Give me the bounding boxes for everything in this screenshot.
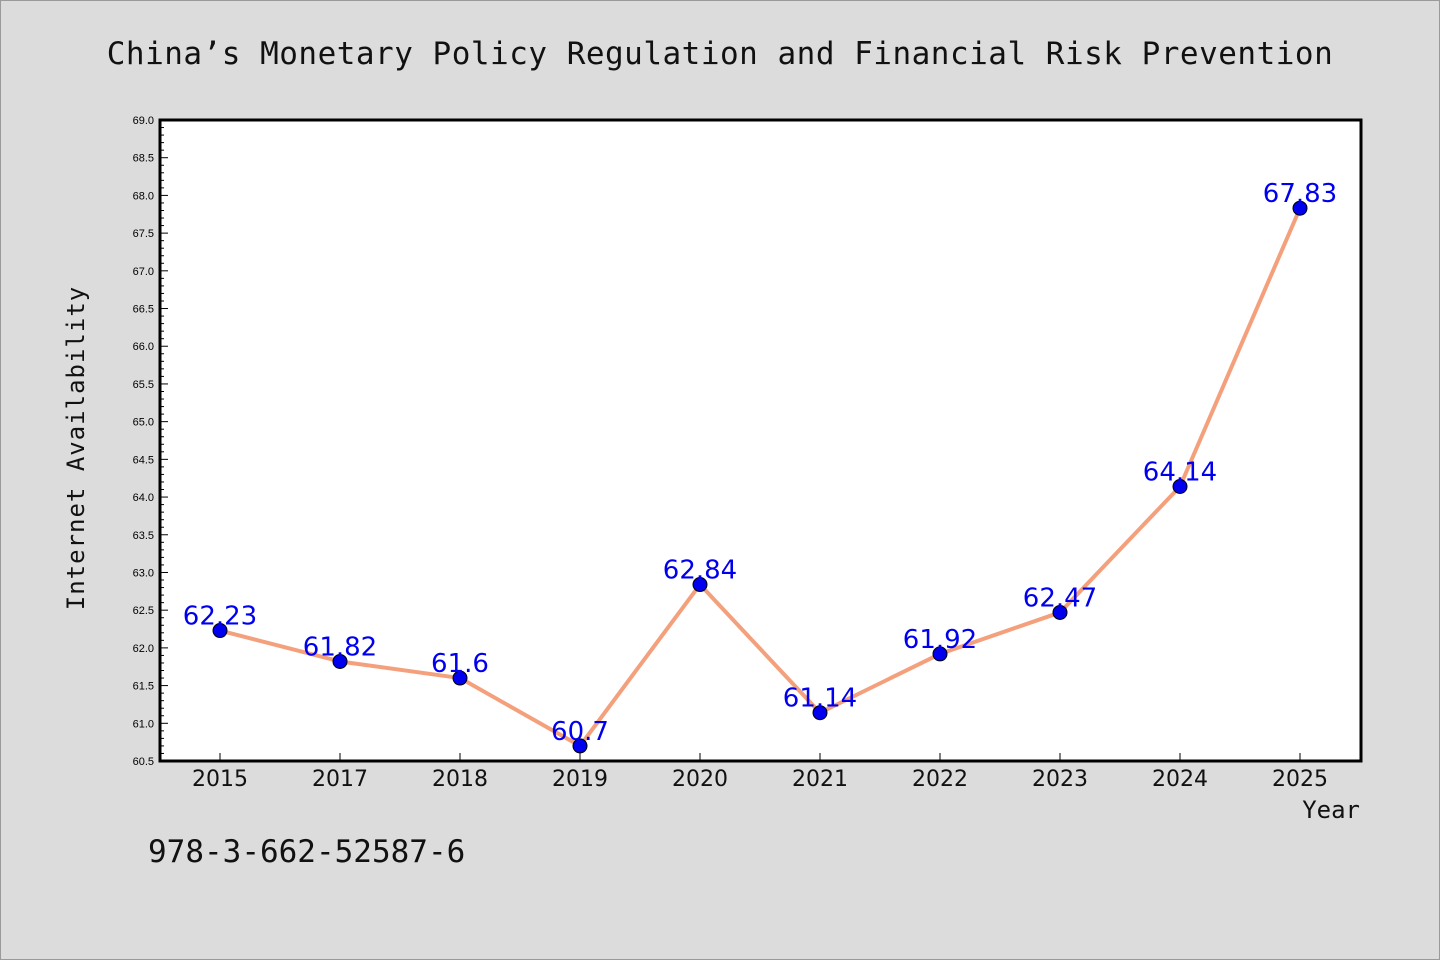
y-tick-label: 66.5 xyxy=(133,304,154,316)
data-labels: 62.23 61.82 61.6 60.7 62.84 61.14 61.92 62.47 64… xyxy=(183,179,1337,747)
y-tick-label: 63.0 xyxy=(133,567,154,579)
plot-area xyxy=(160,120,1361,761)
x-tick-label: 2017 xyxy=(312,767,368,792)
y-tick-label: 63.5 xyxy=(133,530,154,542)
x-tick-label: 2024 xyxy=(1152,767,1208,792)
data-point xyxy=(1172,479,1188,495)
x-tick-label: 2025 xyxy=(1272,767,1328,792)
data-label: 62.23 xyxy=(183,602,257,632)
data-point xyxy=(812,705,828,721)
x-tick-label: 2019 xyxy=(552,767,608,792)
x-tick-label: 2020 xyxy=(672,767,728,792)
y-tick-label: 68.5 xyxy=(133,153,154,165)
data-point xyxy=(1292,200,1308,216)
y-tick-label: 62.0 xyxy=(133,643,154,655)
y-tick-label: 68.0 xyxy=(133,190,154,202)
y-axis-ticks: 60.5 61.0 61.5 62.0 62.5 63.0 63.5 64.0 64.5 65.0… xyxy=(133,115,168,768)
y-tick-label: 62.5 xyxy=(133,605,154,617)
data-label: 64.14 xyxy=(1143,458,1217,488)
series-line xyxy=(218,206,1302,748)
data-label: 61.6 xyxy=(431,649,489,679)
data-point xyxy=(692,577,708,593)
data-label: 61.82 xyxy=(303,632,377,662)
data-point xyxy=(452,670,468,686)
isbn-text: 978-3-662-52587-6 xyxy=(148,834,466,870)
data-label: 67.83 xyxy=(1263,179,1337,209)
chart-title: China’s Monetary Policy Regulation and F… xyxy=(106,36,1334,72)
y-tick-label: 67.0 xyxy=(133,266,154,278)
x-tick-label: 2018 xyxy=(432,767,488,792)
y-tick-label: 61.5 xyxy=(133,681,154,693)
data-label: 62.84 xyxy=(663,556,737,586)
y-tick-label: 65.5 xyxy=(133,379,154,391)
x-tick-label: 2023 xyxy=(1032,767,1088,792)
data-label: 61.92 xyxy=(903,625,977,655)
data-point xyxy=(212,623,228,639)
data-point xyxy=(332,653,348,669)
y-tick-label: 69.0 xyxy=(133,115,154,127)
x-tick-label: 2022 xyxy=(912,767,968,792)
data-point xyxy=(1052,604,1068,620)
y-tick-label: 66.0 xyxy=(133,341,154,353)
y-tick-label: 67.5 xyxy=(133,228,154,240)
data-point xyxy=(572,738,588,754)
y-tick-label: 61.0 xyxy=(133,718,154,730)
y-tick-label: 64.0 xyxy=(133,492,154,504)
y-tick-label: 60.5 xyxy=(133,756,154,768)
data-point xyxy=(932,646,948,662)
y-tick-label: 65.0 xyxy=(133,417,154,429)
plot-border xyxy=(158,118,1363,763)
x-axis-label: Year xyxy=(1302,796,1360,824)
x-tick-label: 2015 xyxy=(192,767,248,792)
data-markers xyxy=(212,200,1308,754)
data-label: 60.7 xyxy=(551,717,609,747)
x-axis-ticks: 2015 2017 2018 2019 2020 2021 2022 2023 2024 2025 xyxy=(192,753,1328,792)
data-label: 62.47 xyxy=(1023,583,1097,613)
x-tick-label: 2021 xyxy=(792,767,848,792)
y-tick-label: 64.5 xyxy=(133,454,154,466)
data-label: 61.14 xyxy=(783,684,857,714)
